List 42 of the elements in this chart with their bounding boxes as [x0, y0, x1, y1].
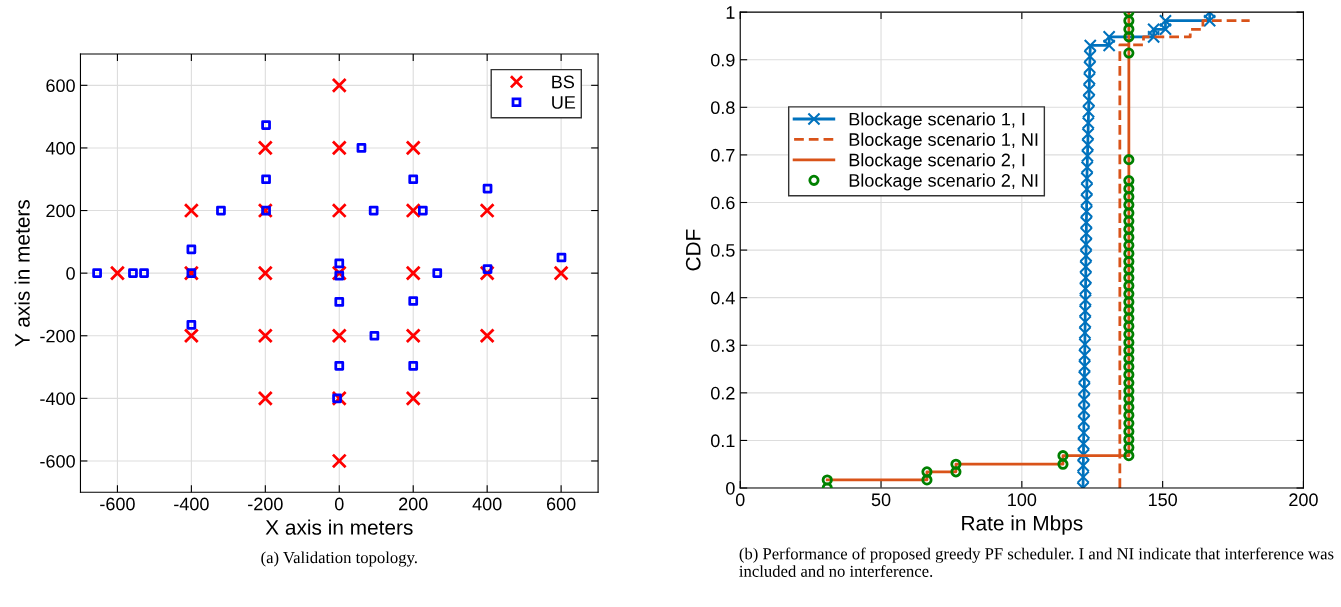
x-tick-label: 50: [871, 493, 891, 507]
legend-label: Blockage scenario 2, NI: [849, 173, 1038, 191]
y-tick-label: 600: [46, 79, 75, 93]
x-tick-label: 100: [1008, 493, 1037, 507]
y-tick-label: -400: [40, 392, 75, 406]
legend-label: BS: [552, 75, 575, 89]
x-axis-title: Rate in Mbps: [962, 515, 1083, 535]
y-tick-label: 400: [45, 141, 75, 155]
y-tick-label: 1: [726, 6, 735, 19]
y-tick-label: 0.8: [710, 101, 735, 115]
y-tick-label: 0.9: [710, 53, 735, 67]
x-tick-label: 150: [1148, 493, 1177, 507]
text: (a) Validation topology.: [261, 551, 417, 567]
legend-label: Blockage scenario 1, I: [849, 112, 1025, 130]
x-tick-label: 600: [546, 497, 576, 511]
y-tick-label: 0.1: [710, 434, 735, 448]
x-tick-label: 200: [399, 497, 428, 511]
y-tick-label: 0.6: [710, 196, 735, 210]
y-tick-label: -600: [40, 454, 75, 468]
x-tick-label: 0: [735, 493, 745, 507]
x-tick-label: 200: [1289, 493, 1318, 507]
x-axis-title: X axis in meters: [265, 519, 413, 535]
y-tick-label: -200: [40, 329, 75, 343]
legend-label: Blockage scenario 1, NI: [849, 132, 1038, 150]
x-tick-label: 400: [472, 497, 502, 511]
y-tick-label: 0.3: [710, 339, 735, 352]
y-axis-title: Y axis in meters: [14, 199, 30, 347]
y-tick-label: 0: [66, 267, 75, 280]
legend-label: Blockage scenario 2, I: [849, 153, 1025, 170]
x-tick-label: -400: [174, 497, 209, 511]
y-tick-label: 0.5: [710, 244, 735, 257]
y-tick-label: 0: [726, 481, 735, 495]
y-tick-label: 0.7: [710, 148, 735, 162]
x-tick-label: -600: [100, 497, 135, 511]
x-tick-label: 0: [334, 497, 344, 511]
y-tick-label: 0.4: [710, 291, 735, 305]
y-tick-label: 0.2: [710, 386, 735, 400]
x-tick-label: -200: [248, 497, 283, 511]
text: (b) Performance of proposed greedy PF scheduler. I and NI indicate that interference was included and no interference.: [739, 547, 1334, 577]
y-axis-title: CDF: [685, 229, 701, 271]
legend-label: UE: [552, 96, 576, 109]
y-tick-label: 200: [46, 204, 75, 218]
